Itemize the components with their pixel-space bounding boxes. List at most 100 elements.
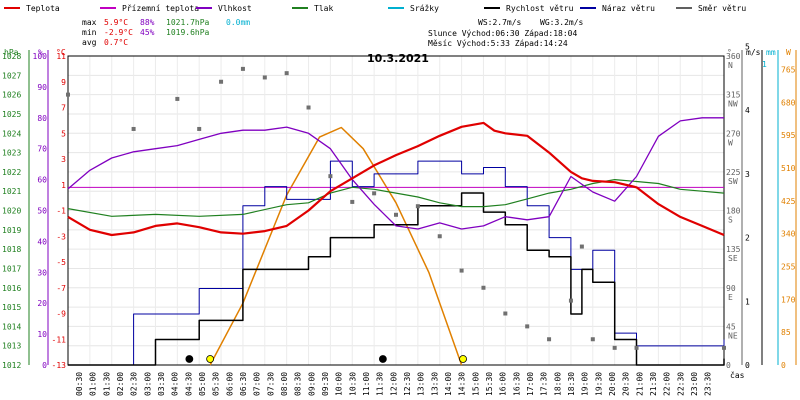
tick-time: 14:30 xyxy=(458,372,467,396)
stats-label: min xyxy=(82,28,97,37)
wind-dir-point xyxy=(328,174,333,179)
wind-dir-point xyxy=(415,204,420,209)
legend-label: Vlhkost xyxy=(218,4,252,13)
wind-dir-point xyxy=(262,75,267,80)
tick-pct: 80 xyxy=(37,114,47,123)
wind-dir-point xyxy=(481,285,486,290)
tick-dir: E xyxy=(728,293,733,302)
tick-time: 11:30 xyxy=(376,372,385,396)
tick-mm: 1 xyxy=(762,60,767,69)
axis-unit-pct: % xyxy=(38,48,43,57)
tick-w: 680 xyxy=(781,98,796,107)
tick-time: 05:30 xyxy=(212,372,221,396)
tick-c: -7 xyxy=(56,284,66,293)
tick-time: 00:30 xyxy=(75,372,84,396)
tick-time: 16:00 xyxy=(499,372,508,396)
tick-c: -5 xyxy=(56,258,66,267)
wind-dir-point xyxy=(131,126,136,131)
tick-time: 11:00 xyxy=(362,372,371,396)
tick-time: 22:30 xyxy=(676,372,685,396)
stats-moon: Měsíc Východ:5:33 Západ:14:24 xyxy=(428,39,568,48)
tick-w: 510 xyxy=(781,164,796,173)
legend-label: Srážky xyxy=(410,4,439,13)
sunset-marker xyxy=(459,355,467,363)
tick-hpa: 1026 xyxy=(2,91,21,100)
plot-frame xyxy=(67,55,725,366)
wind-dir-point xyxy=(459,268,464,273)
tick-time: 03:30 xyxy=(157,372,166,396)
wind-dir-point xyxy=(722,345,726,350)
tick-time: 15:30 xyxy=(485,372,494,396)
wind-dir-point xyxy=(306,105,311,110)
legend-label: Tlak xyxy=(314,4,333,13)
legend-label: Rychlost větru xyxy=(506,4,574,13)
tick-pct: 60 xyxy=(37,176,47,185)
tick-hpa: 1028 xyxy=(2,52,21,61)
tick-hpa: 1019 xyxy=(2,226,21,235)
tick-c: 9 xyxy=(61,78,66,87)
tick-c: -3 xyxy=(56,232,66,241)
tick-w: 595 xyxy=(781,131,796,140)
tick-hpa: 1025 xyxy=(2,110,21,119)
tick-time: 09:00 xyxy=(307,372,316,396)
tick-hpa: 1021 xyxy=(2,187,21,196)
tick-w: 170 xyxy=(781,295,796,304)
stats-temp: -2.9°C xyxy=(104,28,133,37)
tick-time: 16:30 xyxy=(512,372,521,396)
tick-time: 12:00 xyxy=(389,372,398,396)
legend-label: Teplota xyxy=(26,4,60,13)
tick-time: 23:00 xyxy=(690,372,699,396)
tick-time: 08:30 xyxy=(294,372,303,396)
tick-time: 05:00 xyxy=(198,372,207,396)
tick-time: 07:00 xyxy=(253,372,262,396)
series-wind-speed xyxy=(68,192,725,366)
axis-unit-mm: mm xyxy=(766,48,776,57)
tick-ms: 2 xyxy=(745,234,750,243)
tick-time: 20:30 xyxy=(622,372,631,396)
tick-time: 13:00 xyxy=(417,372,426,396)
tick-pct: 70 xyxy=(37,145,47,154)
tick-pct: 30 xyxy=(37,268,47,277)
tick-c: -11 xyxy=(52,335,67,344)
tick-c: 1 xyxy=(61,181,66,190)
wind-dir-point xyxy=(240,66,245,71)
chart-title: 10.3.2021 xyxy=(367,52,429,65)
x-axis-label: čas xyxy=(730,370,745,380)
tick-hpa: 1023 xyxy=(2,149,21,158)
stats-temp: 5.9°C xyxy=(104,18,128,27)
tick-hpa: 1018 xyxy=(2,245,21,254)
tick-dir: SE xyxy=(728,254,738,263)
tick-dir: NW xyxy=(728,100,738,109)
tick-time: 08:00 xyxy=(280,372,289,396)
tick-time: 18:30 xyxy=(567,372,576,396)
wind-dir-point xyxy=(437,234,442,239)
tick-c: 3 xyxy=(61,155,66,164)
wind-dir-point xyxy=(590,337,595,342)
axes: hPa% °C ° m/s mm W102810271026102510241023102… xyxy=(2,42,797,396)
tick-time: 01:30 xyxy=(102,372,111,396)
axis-unit-w: W xyxy=(786,48,791,57)
tick-deg: 270 xyxy=(726,129,741,138)
tick-pct: 40 xyxy=(37,237,47,246)
stats-block: max 5.9°C 88% 1021.7hPa 0.0mm min -2.9°C 45% 101… xyxy=(82,18,584,48)
tick-time: 03:00 xyxy=(143,372,152,396)
wind-dir-point xyxy=(372,191,377,196)
wind-dir-point xyxy=(394,212,398,217)
series-wind-gust xyxy=(68,160,725,366)
tick-ms: 4 xyxy=(745,106,750,115)
axis-unit-ms: m/s xyxy=(746,48,761,57)
tick-hpa: 1024 xyxy=(2,129,21,138)
tick-time: 20:00 xyxy=(608,372,617,396)
tick-dir: S xyxy=(728,216,733,225)
wind-dir-point xyxy=(568,298,573,303)
tick-pct: 90 xyxy=(37,83,47,92)
tick-deg: 90 xyxy=(726,284,736,293)
wind-dir-point xyxy=(284,71,289,76)
wind-dir-point xyxy=(579,244,584,249)
tick-deg: 180 xyxy=(726,207,741,216)
tick-hpa: 1027 xyxy=(2,71,21,80)
wind-dir-point xyxy=(634,345,639,350)
series-temperature xyxy=(67,121,725,237)
stats-humidity: 88% xyxy=(140,18,155,27)
